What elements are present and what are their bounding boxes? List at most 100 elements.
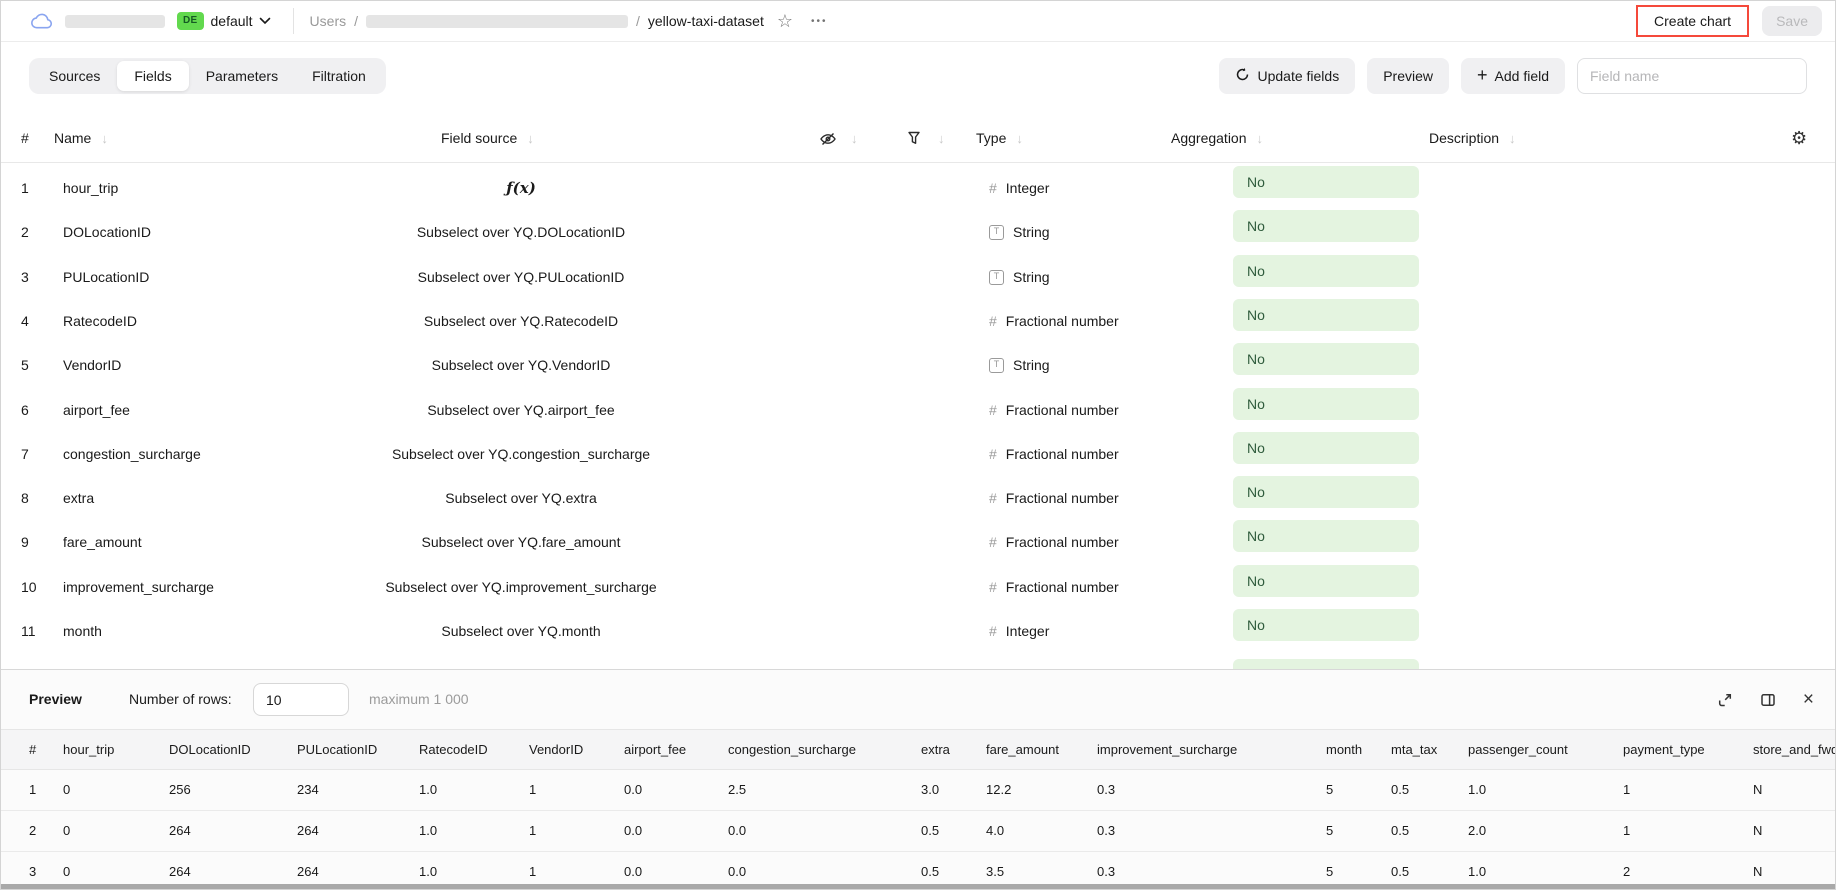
cell: 2.0 <box>1468 823 1487 838</box>
aggregation-pill[interactable]: No <box>1233 476 1419 508</box>
update-fields-label: Update fields <box>1257 68 1340 84</box>
formula-icon: ƒ(x) <box>506 179 536 197</box>
cell: 5 <box>1326 864 1334 879</box>
col-description-header[interactable]: Description ↓ <box>1429 130 1516 146</box>
cell: 256 <box>169 782 191 797</box>
split-view-icon[interactable] <box>1760 692 1776 708</box>
aggregation-pill[interactable]: No <box>1233 609 1419 641</box>
number-of-rows-input[interactable] <box>253 683 349 716</box>
toolbar-actions: Update fields Preview + Add field <box>1219 58 1807 94</box>
aggregation-pill[interactable]: No <box>1233 565 1419 597</box>
aggregation-pill[interactable]: No <box>1233 432 1419 464</box>
cell: 264 <box>297 823 319 838</box>
number-of-rows-label: Number of rows: <box>129 691 232 707</box>
aggregation-pill[interactable]: No <box>1233 210 1419 242</box>
number-type-icon: # <box>989 534 997 550</box>
preview-column-header: congestion_surcharge <box>728 742 856 757</box>
aggregation-pill[interactable]: No <box>1233 299 1419 331</box>
field-source: Subselect over YQ.airport_fee <box>427 402 615 418</box>
row-index: 7 <box>21 446 29 462</box>
close-icon[interactable]: × <box>1802 689 1814 710</box>
more-actions-icon[interactable]: ••• <box>810 15 828 27</box>
col-source-header[interactable]: Field source ↓ <box>441 130 534 146</box>
cell: 0.3 <box>1097 823 1116 838</box>
add-field-button[interactable]: + Add field <box>1461 58 1565 94</box>
row-index: 5 <box>21 357 29 373</box>
field-row[interactable]: 4 RatecodeID Subselect over YQ.RatecodeI… <box>1 299 1835 343</box>
preview-button[interactable]: Preview <box>1367 58 1449 94</box>
save-button[interactable]: Save <box>1762 6 1822 36</box>
cell: 0.5 <box>921 823 940 838</box>
cell: 0.0 <box>728 823 747 838</box>
hidden-eye-off-icon[interactable] <box>819 130 837 148</box>
field-name: congestion_surcharge <box>63 446 201 462</box>
preview-column-header: month <box>1326 742 1363 757</box>
cell: 0.0 <box>624 782 643 797</box>
preview-column-header: hour_trip <box>63 742 115 757</box>
cell: 12.2 <box>986 782 1012 797</box>
tab-filtration[interactable]: Filtration <box>312 68 366 84</box>
update-fields-button[interactable]: Update fields <box>1219 58 1356 94</box>
table-settings-gear-icon[interactable]: ⚙ <box>1791 128 1808 148</box>
preview-column-header: extra <box>921 742 950 757</box>
field-row[interactable]: 2 DOLocationID Subselect over YQ.DOLocat… <box>1 210 1835 254</box>
preview-panel-header: Preview Number of rows: maximum 1 000 × <box>1 670 1835 729</box>
aggregation-pill[interactable]: No <box>1233 343 1419 375</box>
create-chart-button[interactable]: Create chart <box>1638 7 1748 35</box>
breadcrumb-separator: / <box>354 13 358 29</box>
field-row[interactable]: 8 extra Subselect over YQ.extra # Fractio… <box>1 476 1835 520</box>
field-row[interactable]: 1 hour_trip ƒ(x) # Integer No <box>1 166 1835 210</box>
field-name: month <box>63 623 102 639</box>
field-row[interactable]: 11 month Subselect over YQ.month # Intege… <box>1 609 1835 653</box>
cell: N <box>1753 782 1763 797</box>
sort-arrow-icon: ↓ <box>1256 131 1264 146</box>
cell: 2 <box>1623 864 1631 879</box>
aggregation-pill[interactable]: No <box>1233 520 1419 552</box>
field-source: Subselect over YQ.fare_amount <box>421 534 621 550</box>
field-type: # Fractional number <box>989 299 1119 343</box>
tab-fields[interactable]: Fields <box>117 61 189 91</box>
aggregation-pill[interactable]: No <box>1233 388 1419 420</box>
row-index: 1 <box>21 180 29 196</box>
field-row[interactable]: 3 PULocationID Subselect over YQ.PULocat… <box>1 255 1835 299</box>
field-row[interactable]: 6 airport_fee Subselect over YQ.airport_… <box>1 388 1835 432</box>
cell: 0.5 <box>1391 823 1410 838</box>
sort-arrow-icon: ↓ <box>527 131 534 146</box>
favorite-star-icon[interactable]: ☆ <box>776 11 793 31</box>
environment-name[interactable]: default <box>210 13 253 29</box>
aggregation-pill[interactable]: No <box>1233 166 1419 198</box>
expand-icon[interactable] <box>1717 692 1733 708</box>
col-aggregation-header[interactable]: Aggregation ↓ <box>1171 130 1264 146</box>
preview-column-header: mta_tax <box>1391 742 1438 757</box>
col-type-header[interactable]: Type ↓ <box>976 130 1023 146</box>
sort-arrow-icon: ↓ <box>938 131 945 146</box>
row-index: 9 <box>21 534 29 550</box>
field-name-search-input[interactable] <box>1577 58 1807 94</box>
field-row[interactable]: 7 congestion_surcharge Subselect over YQ… <box>1 432 1835 476</box>
sort-arrow-icon: ↓ <box>851 131 858 146</box>
col-name-header[interactable]: Name ↓ <box>54 130 108 146</box>
field-type: # Fractional number <box>989 432 1119 476</box>
top-bar-actions: Create chart Save <box>1636 1 1822 41</box>
breadcrumb-users-link[interactable]: Users <box>309 13 347 29</box>
field-type: # Fractional number <box>989 565 1119 609</box>
aggregation-pill[interactable]: No <box>1233 255 1419 287</box>
preview-data-row: 1 0 256 234 1.0 1 0.0 2.5 3.0 12.2 0.3 5… <box>1 770 1835 811</box>
preview-data-row: 2 0 264 264 1.0 1 0.0 0.0 0.5 4.0 0.3 5 … <box>1 811 1835 852</box>
preview-column-header: fare_amount <box>986 742 1059 757</box>
cell: 0.0 <box>728 864 747 879</box>
field-row[interactable]: 9 fare_amount Subselect over YQ.fare_amo… <box>1 520 1835 564</box>
field-type: T String <box>989 255 1050 299</box>
tab-sources[interactable]: Sources <box>49 68 101 84</box>
cell: 0.0 <box>624 823 643 838</box>
field-row[interactable]: 10 improvement_surcharge Subselect over … <box>1 565 1835 609</box>
preview-column-header: PULocationID <box>297 742 378 757</box>
col-index-header: # <box>21 130 29 146</box>
tab-parameters[interactable]: Parameters <box>205 68 279 84</box>
number-type-icon: # <box>989 623 997 639</box>
redacted-folder-name <box>366 14 628 28</box>
filter-funnel-icon[interactable] <box>906 130 922 146</box>
field-source: Subselect over YQ.improvement_surcharge <box>385 579 657 595</box>
chevron-down-icon[interactable] <box>259 17 271 25</box>
